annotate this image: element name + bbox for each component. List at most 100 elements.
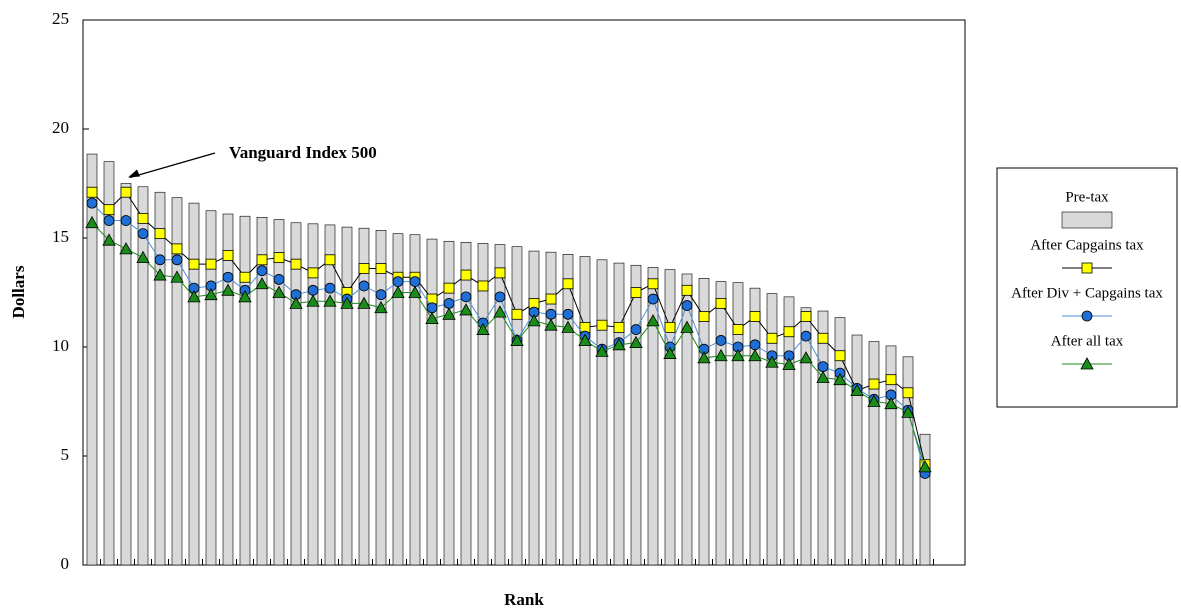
bar	[239, 215, 251, 566]
legend-label: After all tax	[1051, 333, 1124, 349]
legend-marker	[1080, 357, 1094, 370]
bar	[817, 310, 829, 566]
point	[766, 332, 778, 344]
point	[408, 285, 422, 298]
point	[324, 254, 336, 266]
bar	[647, 267, 659, 566]
bar	[188, 202, 200, 566]
point	[306, 294, 320, 307]
y-axis-label: Dollars	[9, 265, 28, 318]
bar	[902, 356, 914, 566]
point	[170, 270, 184, 283]
legend-label: After Div + Capgains tax	[1011, 285, 1163, 301]
point	[918, 460, 932, 473]
point	[630, 287, 642, 298]
point	[222, 271, 234, 283]
bar	[800, 307, 812, 566]
y-tick-label: 25	[52, 9, 69, 28]
point	[833, 372, 847, 386]
point	[834, 350, 846, 362]
point	[136, 250, 150, 264]
bar	[834, 317, 846, 566]
bar	[392, 233, 404, 566]
bar	[137, 186, 149, 566]
point	[460, 269, 472, 281]
point	[884, 396, 898, 410]
point	[646, 314, 660, 327]
point	[324, 282, 336, 294]
point	[562, 308, 574, 320]
point	[850, 383, 864, 396]
point	[697, 351, 711, 364]
point	[680, 320, 694, 333]
bar	[732, 282, 744, 566]
bar	[324, 224, 336, 566]
point	[868, 378, 880, 390]
point	[493, 305, 507, 318]
point	[511, 308, 523, 320]
point	[442, 307, 456, 320]
point	[443, 282, 455, 294]
point	[544, 318, 558, 331]
bar	[698, 278, 710, 566]
bar	[868, 341, 880, 566]
legend-marker	[1081, 262, 1093, 274]
point	[477, 280, 489, 292]
point	[867, 394, 881, 407]
point	[272, 285, 286, 298]
point	[459, 303, 473, 316]
point	[239, 271, 251, 283]
bar	[715, 281, 727, 566]
point	[426, 302, 438, 314]
bar	[579, 256, 591, 566]
point	[545, 293, 557, 305]
point	[782, 357, 796, 370]
point	[86, 186, 98, 198]
point	[358, 263, 370, 274]
point	[103, 215, 115, 226]
point	[731, 348, 745, 362]
bar	[783, 296, 795, 566]
point	[357, 296, 371, 309]
point	[527, 314, 541, 327]
point	[187, 290, 201, 303]
bar	[885, 345, 897, 566]
bar	[528, 250, 540, 566]
bar	[154, 191, 166, 566]
point	[307, 267, 319, 279]
point	[171, 254, 183, 266]
point	[205, 258, 217, 270]
bar	[171, 197, 183, 566]
point	[476, 322, 490, 335]
point	[188, 258, 200, 270]
point	[375, 263, 387, 274]
bar	[749, 287, 761, 566]
plot-frame	[82, 19, 966, 566]
point	[86, 197, 98, 209]
point	[154, 228, 166, 240]
point	[425, 311, 439, 325]
point	[392, 276, 404, 288]
point	[817, 361, 829, 373]
y-tick-label: 15	[52, 227, 69, 246]
point	[340, 296, 354, 309]
point	[102, 233, 116, 246]
point	[681, 284, 693, 296]
point	[901, 405, 915, 418]
point	[222, 250, 234, 261]
point	[664, 321, 676, 333]
point	[715, 297, 727, 309]
bar	[120, 183, 132, 566]
bar	[919, 433, 931, 566]
bar	[766, 293, 778, 566]
point	[714, 348, 728, 362]
point	[885, 374, 897, 386]
point	[375, 289, 387, 301]
bar	[460, 242, 472, 566]
point	[902, 387, 914, 399]
point	[273, 252, 285, 264]
bar	[443, 240, 455, 566]
bar	[681, 273, 693, 566]
point	[374, 300, 388, 314]
